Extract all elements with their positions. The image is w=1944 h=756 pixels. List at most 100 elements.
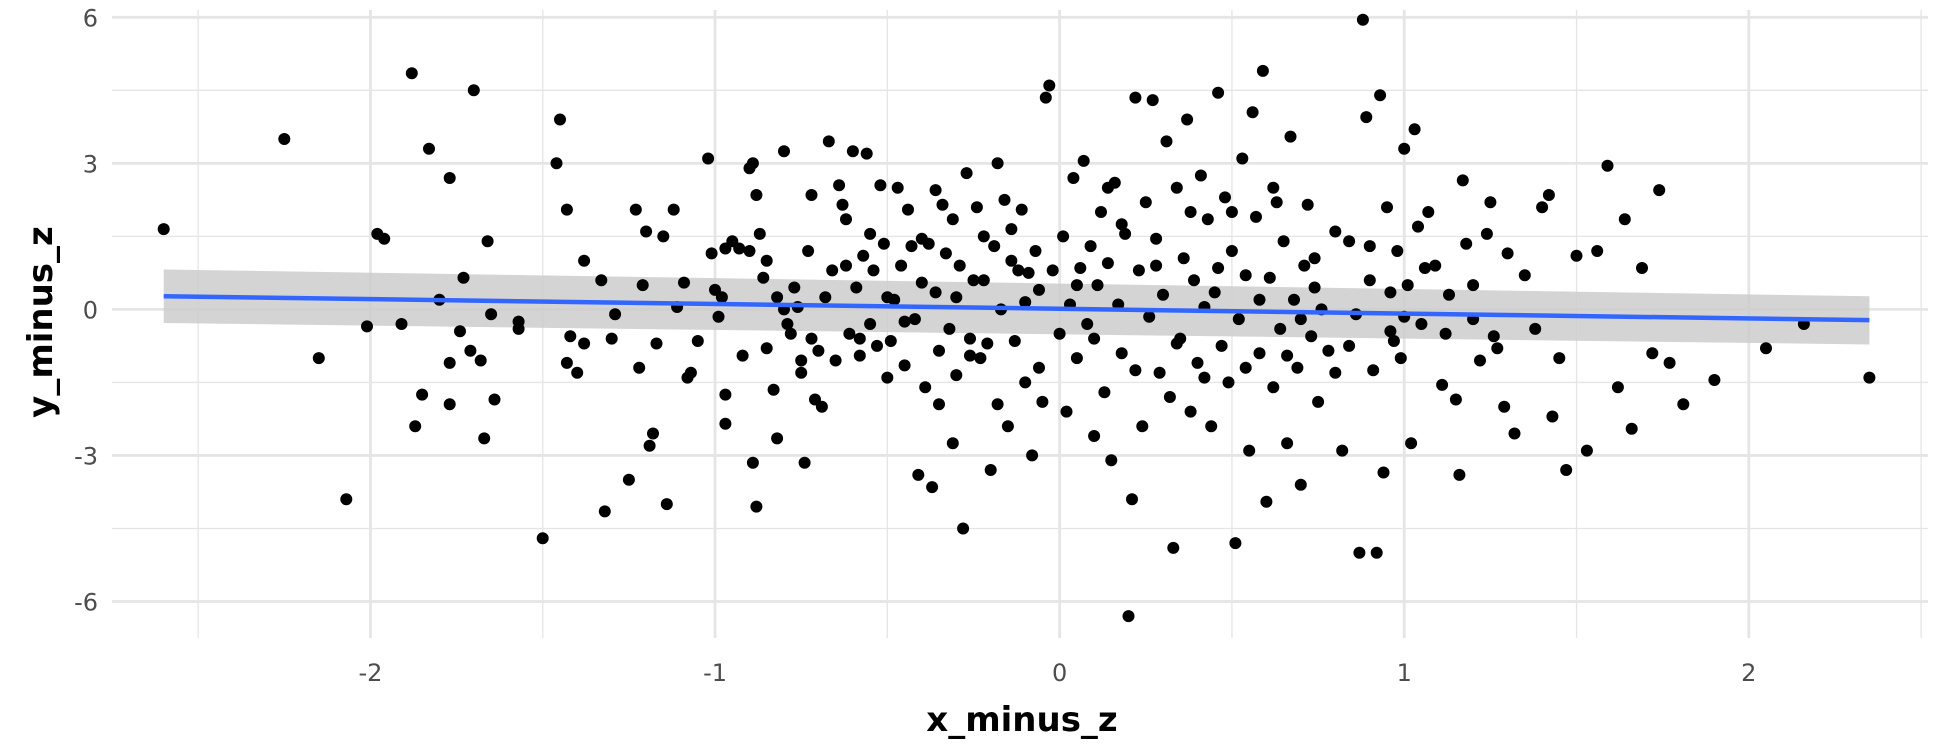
data-point bbox=[1098, 386, 1111, 399]
data-point bbox=[857, 249, 870, 262]
data-point bbox=[1205, 420, 1218, 433]
data-point bbox=[933, 398, 945, 411]
data-point bbox=[884, 335, 897, 347]
data-point bbox=[650, 337, 663, 350]
data-point bbox=[750, 189, 763, 201]
data-point bbox=[1363, 240, 1376, 253]
data-point bbox=[1119, 227, 1132, 240]
data-point bbox=[1377, 466, 1390, 479]
data-point bbox=[629, 203, 642, 216]
data-point bbox=[1229, 537, 1242, 550]
data-point bbox=[877, 237, 890, 250]
data-point bbox=[1343, 235, 1356, 248]
data-point bbox=[1281, 349, 1294, 362]
data-point bbox=[312, 352, 325, 365]
data-point bbox=[1391, 245, 1404, 257]
data-point bbox=[1060, 405, 1073, 418]
data-point bbox=[826, 264, 839, 277]
data-point bbox=[409, 420, 422, 433]
data-point bbox=[840, 259, 852, 272]
y-tick-label: 0 bbox=[83, 296, 98, 324]
data-point bbox=[1212, 86, 1225, 99]
data-point bbox=[598, 505, 611, 518]
regression-line bbox=[163, 294, 1870, 323]
data-point bbox=[1160, 135, 1173, 148]
x-tick-label: 2 bbox=[1741, 659, 1756, 687]
data-point bbox=[1618, 213, 1631, 226]
data-point bbox=[1236, 152, 1249, 165]
data-point bbox=[1708, 374, 1721, 386]
data-point bbox=[715, 291, 728, 304]
data-point bbox=[1239, 269, 1252, 282]
data-point bbox=[1163, 391, 1176, 403]
data-point bbox=[633, 361, 646, 374]
data-point bbox=[405, 67, 418, 80]
data-point bbox=[1653, 184, 1666, 197]
data-point bbox=[895, 259, 908, 272]
data-point bbox=[1260, 495, 1273, 508]
data-point bbox=[691, 335, 704, 347]
data-point bbox=[746, 456, 759, 469]
data-point bbox=[781, 318, 794, 330]
data-point bbox=[443, 398, 456, 411]
data-point bbox=[702, 152, 715, 165]
data-point bbox=[1005, 254, 1018, 267]
y-tick-label: 3 bbox=[83, 150, 98, 178]
data-point bbox=[874, 179, 887, 192]
data-point bbox=[1077, 154, 1090, 167]
data-point bbox=[1863, 371, 1876, 384]
data-point bbox=[1253, 347, 1266, 360]
data-point bbox=[912, 468, 925, 481]
data-point bbox=[712, 310, 725, 323]
data-point bbox=[1308, 281, 1321, 294]
data-point bbox=[1322, 344, 1335, 357]
data-point bbox=[1429, 259, 1442, 272]
data-point bbox=[950, 291, 963, 304]
data-point bbox=[640, 225, 653, 238]
y-tick-label: -3 bbox=[74, 442, 98, 470]
data-point bbox=[957, 522, 970, 535]
data-point bbox=[953, 259, 966, 272]
data-point bbox=[743, 245, 756, 257]
data-point bbox=[1501, 247, 1514, 260]
data-point bbox=[423, 142, 435, 155]
data-point bbox=[1363, 274, 1376, 287]
data-point bbox=[1022, 266, 1035, 279]
data-point bbox=[1225, 245, 1238, 257]
data-point bbox=[936, 198, 949, 211]
x-tick-label: 0 bbox=[1052, 659, 1067, 687]
data-point bbox=[622, 473, 635, 486]
data-point bbox=[964, 349, 976, 362]
data-point bbox=[795, 354, 808, 367]
data-point bbox=[767, 383, 780, 396]
data-point bbox=[1401, 279, 1414, 292]
data-point bbox=[1387, 335, 1400, 347]
data-point bbox=[1412, 220, 1424, 233]
data-point bbox=[898, 315, 911, 328]
data-point bbox=[1150, 259, 1163, 272]
data-point bbox=[1415, 318, 1428, 330]
data-point bbox=[902, 203, 914, 216]
data-point bbox=[1546, 410, 1559, 423]
data-point bbox=[578, 254, 591, 267]
data-point bbox=[1467, 279, 1480, 292]
data-point bbox=[1305, 330, 1318, 343]
data-point bbox=[798, 456, 811, 469]
x-tick-label: -2 bbox=[358, 659, 382, 687]
data-point bbox=[1201, 213, 1214, 226]
data-point bbox=[784, 327, 797, 340]
x-axis-title: x_minus_z bbox=[926, 700, 1117, 740]
data-point bbox=[840, 213, 852, 226]
data-point bbox=[705, 247, 718, 260]
data-point bbox=[750, 500, 763, 513]
data-point bbox=[1449, 393, 1462, 406]
data-point bbox=[871, 339, 883, 352]
data-point bbox=[1611, 381, 1624, 394]
x-tick-label: -1 bbox=[703, 659, 727, 687]
data-point bbox=[1122, 610, 1135, 623]
data-point bbox=[1453, 468, 1466, 481]
data-point bbox=[340, 493, 353, 506]
data-point bbox=[536, 532, 549, 545]
data-point bbox=[457, 271, 470, 284]
data-point bbox=[1177, 252, 1190, 265]
